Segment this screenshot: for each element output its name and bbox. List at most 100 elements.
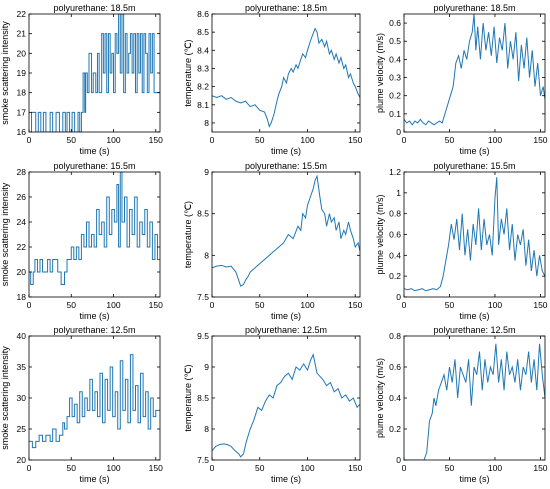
y-tick-label: 20: [17, 267, 27, 277]
x-axis-label: time (s): [80, 146, 110, 156]
y-tick-label: 24: [17, 217, 27, 227]
x-axis-label: time (s): [271, 146, 301, 156]
x-tick-label: 50: [67, 135, 77, 145]
chart-title: polyurethane: 12.5m: [53, 325, 135, 335]
x-tick-label: 150: [533, 300, 547, 310]
y-axis-label: smoke scattering intensity: [0, 346, 10, 450]
y-tick-label: 22: [17, 9, 27, 19]
chart-panel-1: 0 50 100 150 16 17 18 19 20 21 22 polyurethane: 18.…: [0, 3, 163, 156]
y-tick-label: 0.2: [389, 271, 401, 281]
x-tick-label: 50: [445, 135, 455, 145]
y-tick-label: 22: [17, 242, 27, 252]
x-tick-label: 0: [402, 463, 407, 473]
chart-panel-2: 0 50 100 150 8 8.1 8.2 8.3 8.4 8.5 8.6 polyurethane…: [183, 3, 363, 156]
y-tick-label: 0.8: [389, 331, 401, 341]
y-tick-label: 8.2: [197, 82, 209, 92]
series-line: [212, 353, 360, 458]
y-tick-label: 18: [17, 292, 27, 302]
chart-title: polyurethane: 18.5m: [245, 3, 327, 13]
y-axis-label: plume velocity (m/s): [375, 358, 385, 438]
series-line: [212, 174, 360, 287]
y-tick-label: 19: [17, 68, 27, 78]
x-tick-label: 100: [300, 463, 314, 473]
x-tick-label: 100: [106, 135, 120, 145]
x-tick-label: 100: [300, 135, 314, 145]
x-tick-label: 50: [445, 463, 455, 473]
y-axis-label: smoke scattering intensity: [0, 21, 10, 125]
y-tick-label: 0: [396, 455, 401, 465]
y-tick-label: 8: [204, 424, 209, 434]
x-tick-label: 0: [402, 135, 407, 145]
series-line: [404, 14, 545, 126]
y-tick-label: 8.3: [197, 63, 209, 73]
y-tick-label: 0.4: [389, 393, 401, 403]
x-tick-label: 0: [27, 135, 32, 145]
x-axis-label: time (s): [460, 146, 490, 156]
x-tick-label: 150: [149, 300, 163, 310]
y-tick-label: 0.6: [389, 18, 401, 28]
x-axis-label: time (s): [80, 311, 110, 321]
axes-box: [28, 171, 161, 298]
y-axis-label: plume velocity (m/s): [375, 194, 385, 274]
x-tick-label: 100: [106, 300, 120, 310]
y-axis-label: temperature (℃): [183, 201, 193, 268]
x-tick-label: 150: [348, 135, 362, 145]
y-tick-label: 28: [17, 167, 27, 177]
x-tick-label: 100: [106, 463, 120, 473]
series-line: [404, 177, 545, 292]
x-tick-label: 50: [67, 463, 77, 473]
x-tick-label: 0: [210, 135, 215, 145]
x-tick-label: 150: [533, 463, 547, 473]
y-tick-label: 0.3: [389, 73, 401, 83]
axes-box: [211, 335, 361, 461]
y-tick-label: 9: [204, 362, 209, 372]
chart-title: polyurethane: 15.5m: [53, 161, 135, 171]
chart-panel-5: 0 50 100 150 7.5 8 8.5 9 polyurethane: 15.5m time…: [183, 161, 363, 321]
series-line: [212, 27, 360, 128]
y-axis-label: temperature (℃): [183, 364, 193, 431]
chart-title: polyurethane: 12.5m: [433, 325, 515, 335]
y-tick-label: 0.2: [389, 91, 401, 101]
y-tick-label: 25: [17, 424, 27, 434]
x-tick-label: 50: [67, 300, 77, 310]
x-tick-label: 150: [348, 463, 362, 473]
y-tick-label: 20: [17, 455, 27, 465]
chart-panel-7: 0 50 100 150 20 25 30 35 40 polyurethane: 12.5m ti…: [0, 325, 163, 484]
x-tick-label: 0: [210, 300, 215, 310]
x-tick-label: 150: [149, 135, 163, 145]
y-tick-label: 7.5: [197, 455, 209, 465]
chart-panel-3: 0 50 100 150 0 0.1 0.2 0.3 0.4 0.5 0.6 polyurethane…: [375, 3, 548, 156]
x-tick-label: 150: [149, 463, 163, 473]
y-tick-label: 18: [17, 88, 27, 98]
y-tick-label: 0.5: [389, 36, 401, 46]
y-tick-label: 1.2: [389, 167, 401, 177]
x-tick-label: 100: [488, 135, 502, 145]
y-axis-label: temperature (℃): [183, 39, 193, 106]
y-tick-label: 8.1: [197, 100, 209, 110]
y-tick-label: 0.6: [389, 230, 401, 240]
x-axis-label: time (s): [460, 474, 490, 484]
x-tick-label: 0: [27, 300, 32, 310]
y-tick-label: 16: [17, 127, 27, 137]
chart-title: polyurethane: 18.5m: [433, 3, 515, 13]
y-tick-label: 0.8: [389, 209, 401, 219]
y-tick-label: 40: [17, 331, 27, 341]
chart-title: polyurethane: 12.5m: [245, 325, 327, 335]
axes-box: [403, 13, 546, 133]
x-axis-label: time (s): [80, 474, 110, 484]
x-tick-label: 50: [255, 135, 265, 145]
y-tick-label: 0.2: [389, 424, 401, 434]
x-tick-label: 0: [402, 300, 407, 310]
y-tick-label: 8: [204, 118, 209, 128]
axes-box: [211, 13, 361, 133]
y-tick-label: 0: [396, 292, 401, 302]
y-tick-label: 21: [17, 29, 27, 39]
x-tick-label: 0: [27, 463, 32, 473]
chart-title: polyurethane: 18.5m: [53, 3, 135, 13]
y-tick-label: 8.6: [197, 9, 209, 19]
y-tick-label: 9.5: [197, 331, 209, 341]
chart-panel-6: 0 50 100 150 0 0.2 0.4 0.6 0.8 1 1.2 polyurethane: …: [375, 161, 548, 321]
y-axis-label: smoke scattering intensity: [0, 182, 10, 286]
x-tick-label: 100: [488, 300, 502, 310]
